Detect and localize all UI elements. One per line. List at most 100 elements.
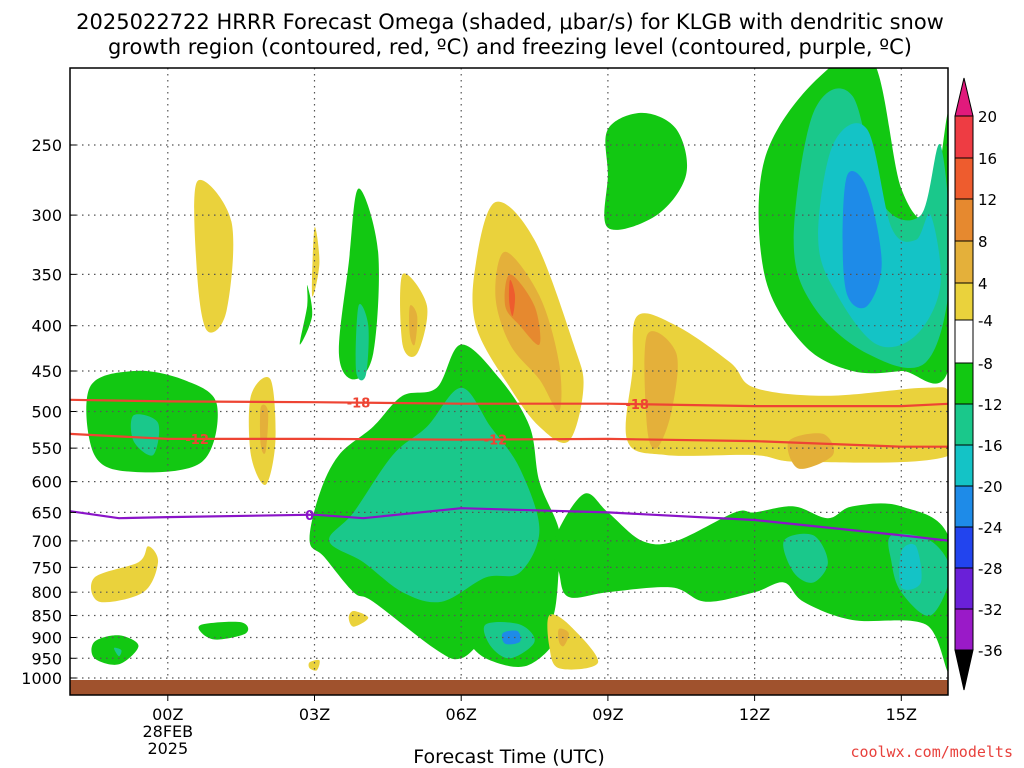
colorbar-label--24: -24 (978, 519, 1003, 537)
omega-colorbar: 20 16 12 8 4 -4 -8 -12 -16 -20 -24 -28 -32 -36 (954, 77, 1003, 691)
colorbar-label--28: -28 (978, 560, 1003, 578)
omega-region-pos4-27 (308, 659, 320, 671)
x-tick-label-06Z: 06Z (446, 705, 477, 724)
colorbar-band-neg4 (954, 362, 974, 405)
omega-region-neg4-36 (552, 493, 948, 672)
colorbar-label-4: 4 (978, 275, 988, 293)
omega-region-pos8-31 (787, 433, 835, 469)
y-tick-label-350: 350 (31, 265, 62, 284)
y-tick-label-500: 500 (31, 403, 62, 422)
contour-dgz_minus18 (70, 398, 948, 408)
y-tick-label-750: 750 (31, 558, 62, 577)
y-tick-label-550: 550 (31, 439, 62, 458)
colorbar-band-pos4 (954, 282, 974, 321)
colorbar-label-8: 8 (978, 233, 988, 251)
omega-region-neg8-16 (329, 387, 540, 603)
colorbar-band-pos20 (954, 115, 974, 159)
omega-region-neg4-10 (338, 188, 379, 380)
omega-region-neg8-7 (113, 647, 122, 657)
omega-region-pos4-12 (311, 227, 320, 297)
colorbar-label-20: 20 (978, 108, 997, 126)
title-line-2: growth region (contoured, red, ºC) and f… (108, 35, 912, 59)
y-tick-label-250: 250 (31, 136, 62, 155)
colorbar-label--16: -16 (978, 437, 1003, 455)
y-tick-label-900: 900 (31, 628, 62, 647)
colorbar-label--36: -36 (978, 642, 1003, 660)
omega-region-pos4-5 (90, 546, 159, 603)
omega-region-pos4-26 (348, 611, 369, 627)
contour-dgz_minus12 (70, 432, 948, 448)
ground-strip (70, 680, 948, 695)
y-tick-label-300: 300 (31, 206, 62, 225)
omega-region-pos4-2 (194, 179, 234, 333)
y-tick-label-800: 800 (31, 583, 62, 602)
y-tick-label-600: 600 (31, 473, 62, 492)
ground-surface (70, 680, 948, 695)
colorbar-band-neg8 (954, 403, 974, 446)
temperature-contours: -18 -18 -12 -12 0 (70, 397, 948, 542)
y-tick-label-850: 850 (31, 607, 62, 626)
colorbar-top-arrow (954, 77, 974, 117)
colorbar-band-neg16 (954, 485, 974, 528)
y-tick-label-400: 400 (31, 317, 62, 336)
y-tick-label-1000: 1000 (21, 669, 62, 688)
omega-region-pos8-4 (259, 404, 269, 454)
x-tick-label-00Z: 00Z (152, 705, 183, 724)
omega-region-neg16-23 (501, 630, 521, 645)
x-tick-label-09Z: 09Z (592, 705, 623, 724)
colorbar-band-pos16 (954, 157, 974, 200)
omega-region-neg16-35 (842, 171, 882, 309)
site-credit[interactable]: coolwx.com/modelts (850, 743, 1013, 761)
colorbar-label--8: -8 (978, 355, 993, 373)
x-year-label: 2025 (147, 739, 188, 758)
x-tick-label-03Z: 03Z (299, 705, 330, 724)
omega-region-neg4-9 (299, 285, 313, 345)
colorbar-band-pos12 (954, 198, 974, 242)
omega-region-neg8-37 (783, 533, 828, 583)
x-tick-label-12Z: 12Z (739, 705, 770, 724)
contour-label-dgz_minus12-0: -12 (185, 433, 209, 448)
colorbar-band-neg24 (954, 567, 974, 610)
colorbar-label--20: -20 (978, 478, 1003, 496)
plot-border (69, 67, 949, 696)
omega-region-neg4-8 (198, 621, 249, 640)
omega-region-neg4-28 (604, 112, 688, 230)
omega-region-neg8-1 (130, 414, 160, 456)
contour-label-dgz_minus18-0: -18 (347, 397, 371, 412)
contour-label-dgz_minus12-1: -12 (484, 433, 508, 448)
contour-label-freezing_0-0: 0 (305, 509, 314, 524)
colorbar-label--32: -32 (978, 601, 1003, 619)
colorbar-band-neg28 (954, 608, 974, 651)
contour-label-dgz_minus18-1: -18 (625, 398, 649, 413)
omega-region-pos4-24 (547, 614, 599, 670)
contour-freezing_0 (70, 507, 948, 542)
omega-region-pos16-20 (508, 279, 516, 317)
colorbar-label-16: 16 (978, 150, 997, 168)
omega-region-pos4-29 (625, 313, 948, 463)
colorbar-band-neg20 (954, 526, 974, 569)
omega-region-pos8-30 (644, 331, 678, 449)
colorbar-band-neg12 (954, 444, 974, 487)
colorbar-band-pos8 (954, 240, 974, 284)
pressure-gridlines (70, 68, 948, 695)
chart-title: 2025022722 HRRR Forecast Omega (shaded, … (76, 10, 944, 59)
y-tick-label-700: 700 (31, 532, 62, 551)
y-tick-label-450: 450 (31, 362, 62, 381)
omega-shading (86, 68, 948, 672)
omega-region-neg8-11 (355, 304, 369, 381)
colorbar-band-white (954, 319, 974, 364)
y-tick-label-650: 650 (31, 503, 62, 522)
pressure-axis: 250 300 350 400 450 500 550 600 650 700 750 800 850 9… (21, 136, 76, 688)
y-tick-label-950: 950 (31, 649, 62, 668)
x-tick-label-15Z: 15Z (886, 705, 917, 724)
colorbar-label--4: -4 (978, 312, 993, 330)
title-line-1: 2025022722 HRRR Forecast Omega (shaded, … (76, 10, 944, 34)
x-date-label: 28FEB (142, 722, 193, 741)
colorbar-label-12: 12 (978, 191, 997, 209)
colorbar-label--12: -12 (978, 396, 1003, 414)
colorbar-bottom-arrow (954, 649, 974, 691)
plot-frame (69, 67, 949, 696)
x-axis-label: Forecast Time (UTC) (413, 746, 604, 768)
